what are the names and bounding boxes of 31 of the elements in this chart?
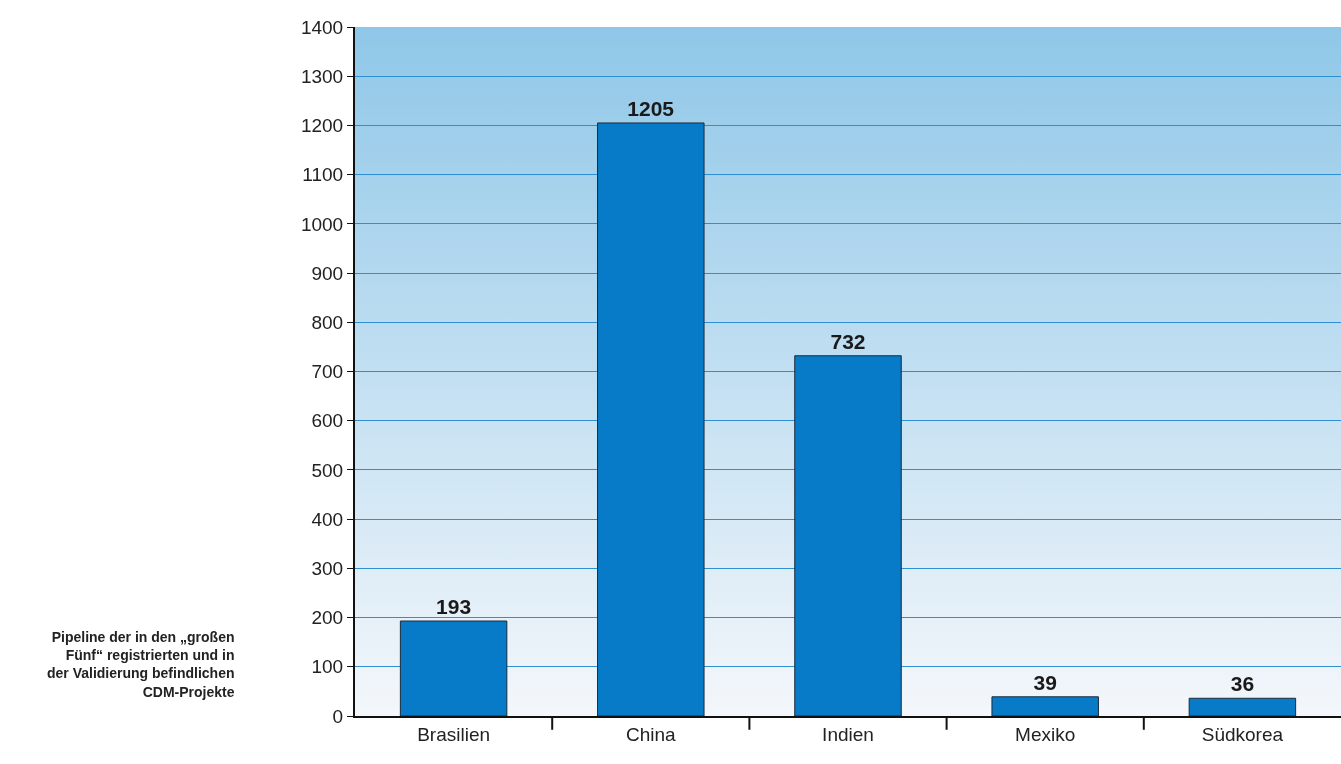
bar [991,696,1099,716]
bar [399,620,508,716]
data-label: 39 [1033,670,1057,694]
y-tick-label: 0 [332,705,344,727]
y-tick-label: 100 [311,656,344,678]
x-tick-label: Indien [822,723,874,745]
y-tick-label: 1200 [300,115,344,137]
y-tick-label: 500 [311,459,344,481]
bar [794,355,902,716]
bar [597,122,705,716]
data-label: 1205 [627,96,675,120]
y-tick-label: 200 [311,607,344,629]
y-tick-label: 300 [311,558,344,580]
data-label: 732 [830,329,866,353]
y-tick-label: 900 [311,262,344,284]
y-tick-label: 700 [311,361,344,383]
y-tick-label: 1400 [300,16,344,38]
data-label: 36 [1230,672,1255,696]
y-tick-label: 1100 [302,164,344,186]
y-tick-label: 400 [311,508,344,530]
y-tick-label: 1300 [300,65,344,87]
text: Pipeline der in den „großen Fünf“ registrierten und in der Validierung befindlichen CDM-Projekte [47,629,235,700]
bar [1188,697,1297,716]
data-label: 193 [436,595,472,619]
x-tick-label: Mexiko [1015,723,1076,745]
x-tick-label: China [625,723,677,745]
y-tick-label: 1000 [300,213,344,235]
x-tick-label: Brasilien [417,723,491,745]
y-tick-label: 600 [311,410,344,432]
y-tick-label: 800 [311,311,344,333]
x-tick-label: Südkorea [1201,723,1284,745]
